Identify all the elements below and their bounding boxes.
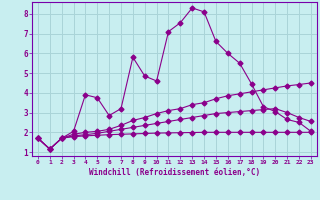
X-axis label: Windchill (Refroidissement éolien,°C): Windchill (Refroidissement éolien,°C) <box>89 168 260 177</box>
